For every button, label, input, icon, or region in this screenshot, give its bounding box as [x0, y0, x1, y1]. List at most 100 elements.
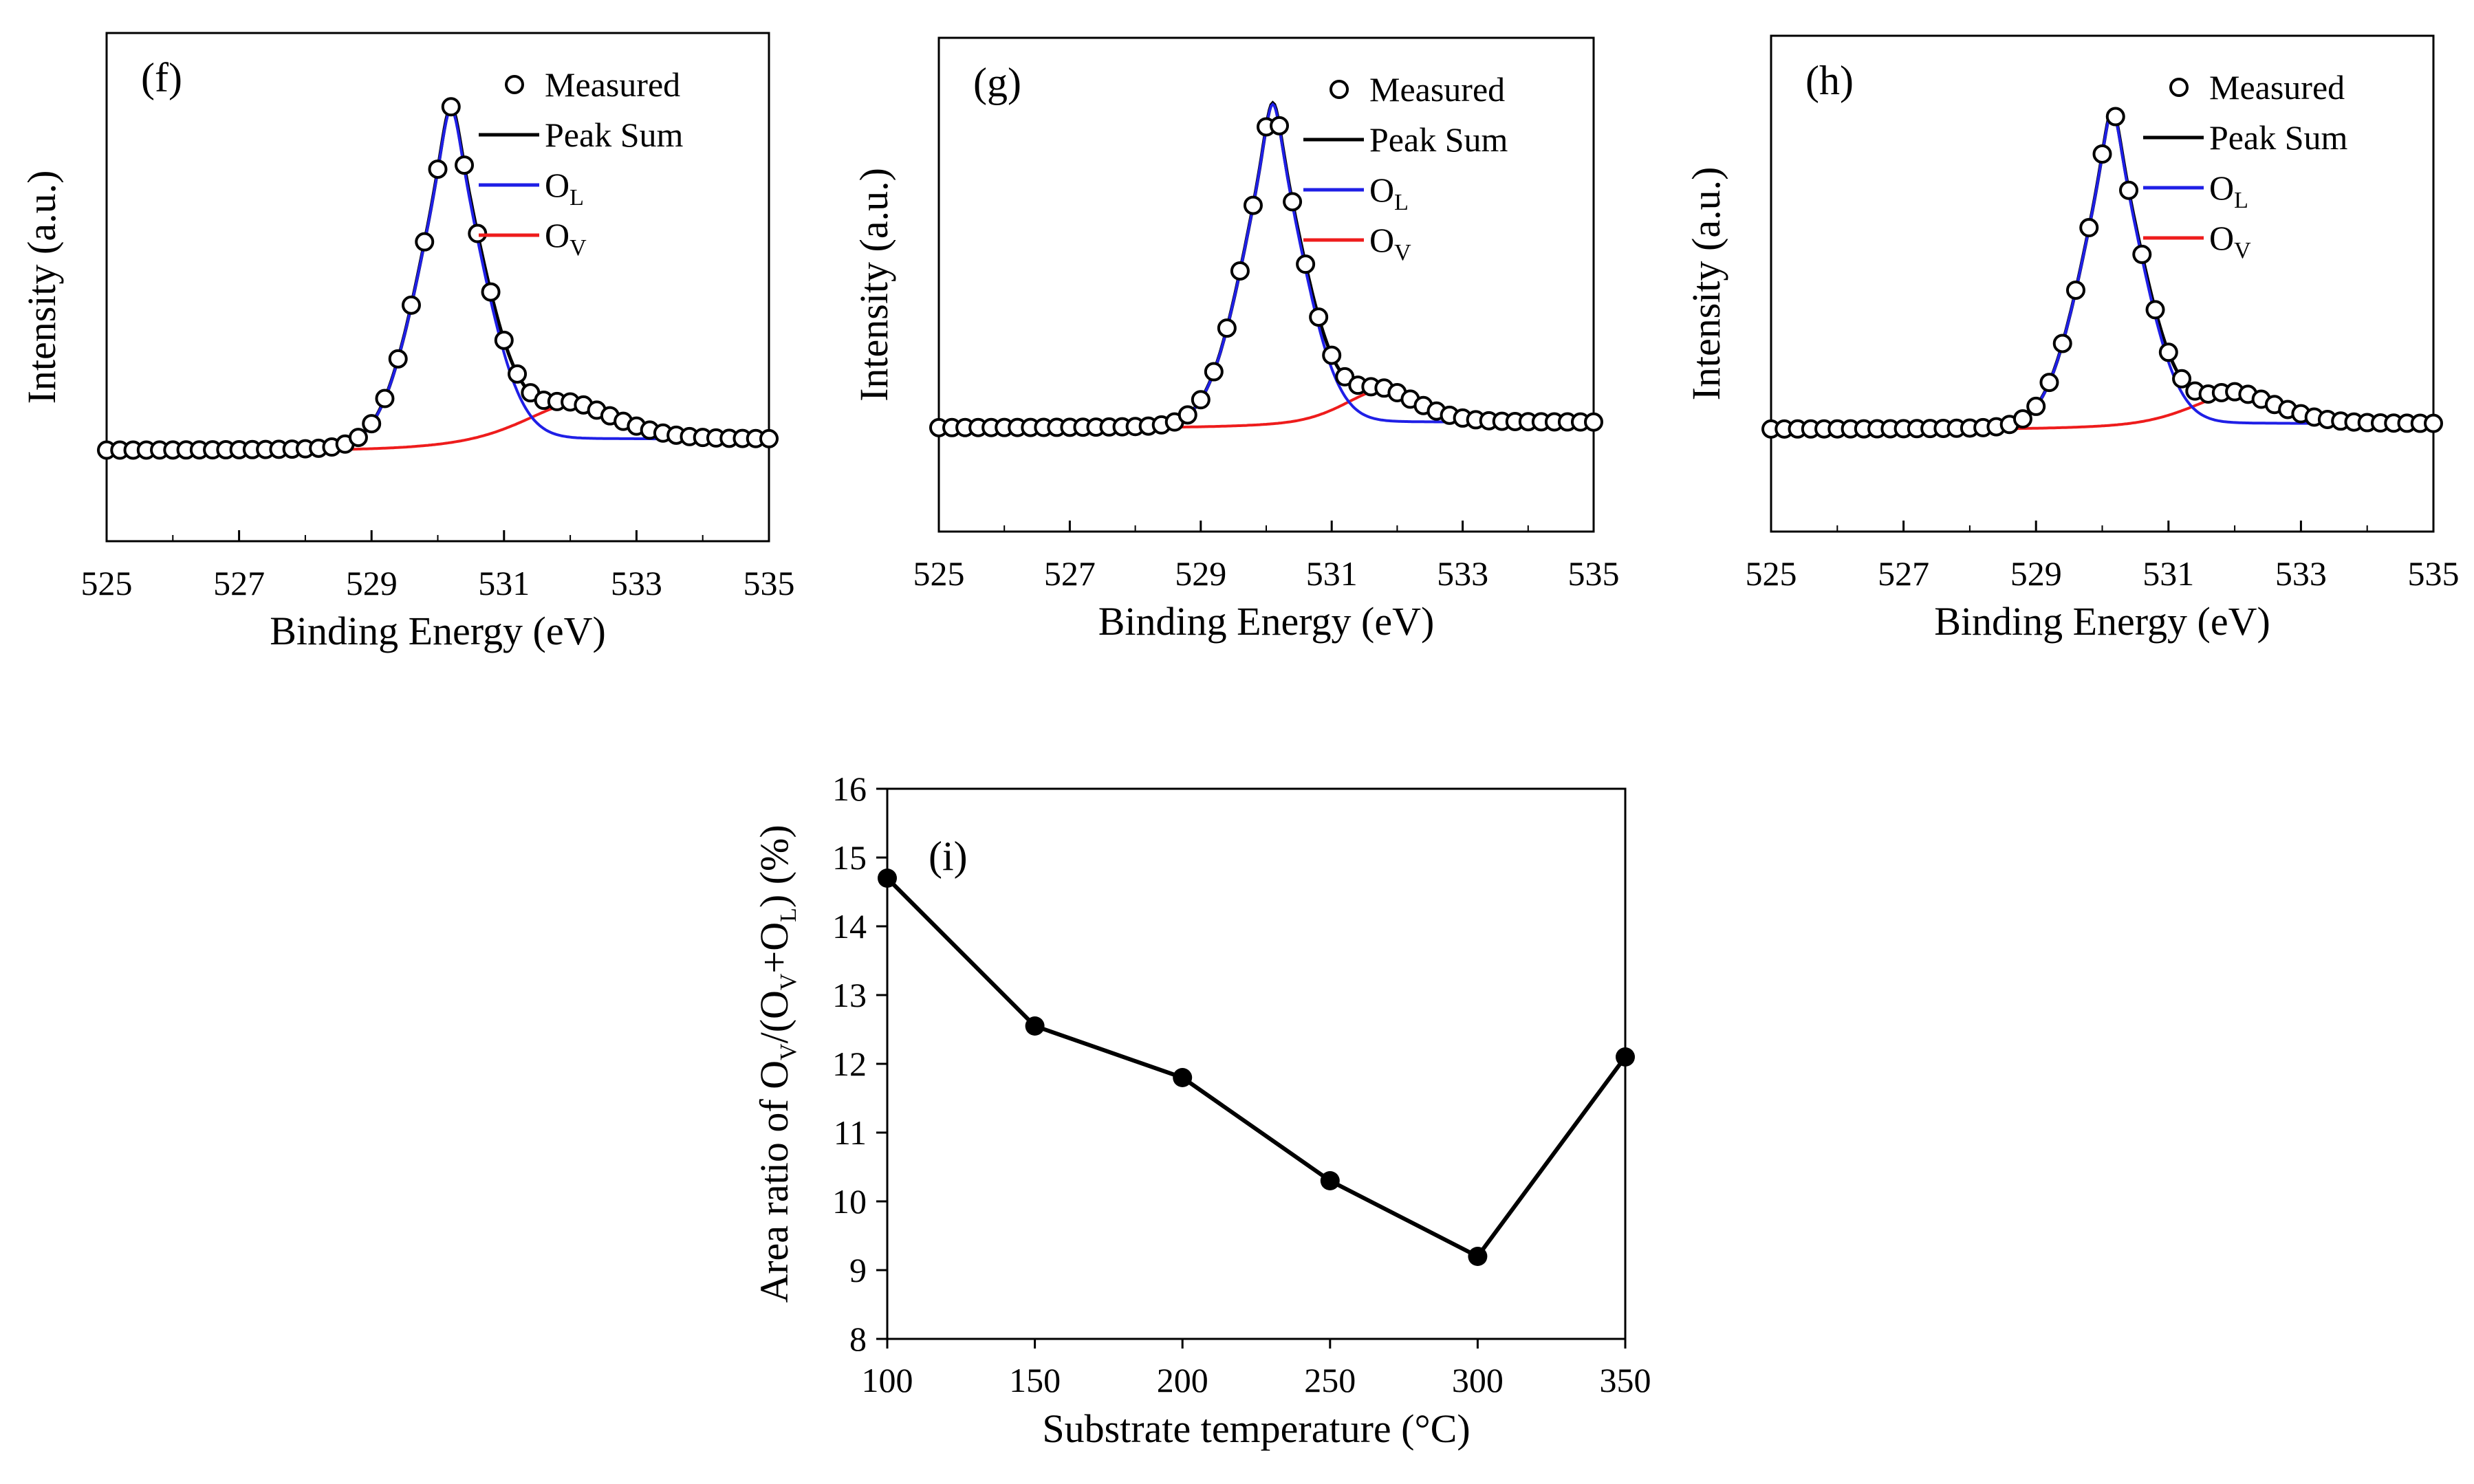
legend-item-ov: OV	[1303, 221, 1411, 265]
measured-point	[2119, 180, 2139, 200]
panel-label: (h)	[1805, 58, 1854, 103]
y-tick-label: 11	[834, 1113, 867, 1152]
legend-label: Peak Sum	[2209, 118, 2348, 157]
x-tick-label: 533	[1437, 554, 1488, 593]
data-point	[1025, 1016, 1045, 1036]
y-tick-label: 15	[832, 838, 867, 877]
measured-point	[759, 428, 779, 448]
plot-frame	[105, 32, 770, 543]
xps-panel-g: 525 527 529 531 533 535 Binding Energy (eV) Int…	[851, 36, 1620, 644]
measured-point	[1217, 318, 1237, 338]
measured-point	[2158, 342, 2178, 362]
measured-points	[929, 116, 1603, 437]
x-tick-label: 525	[1746, 554, 1797, 593]
measured-point	[1243, 195, 1263, 215]
measured-point	[1270, 116, 1290, 135]
y-tick-label: 13	[832, 976, 867, 1014]
panel-label: (g)	[973, 60, 1021, 105]
x-tick-label: 527	[1044, 554, 1096, 593]
x-tick-label: 527	[213, 564, 265, 602]
measured-point	[2065, 280, 2085, 300]
legend-label: OL	[545, 166, 584, 210]
x-tick-label: 527	[1878, 554, 1929, 593]
measured-point	[2105, 107, 2125, 127]
legend-item-peak_sum: Peak Sum	[1303, 120, 1508, 159]
y-axis-title: Intensity (a.u.)	[851, 168, 896, 402]
x-tick-label: 350	[1600, 1361, 1651, 1399]
measured-point	[2012, 409, 2032, 429]
x-tick-label: 250	[1304, 1361, 1356, 1399]
y-tick-label: 12	[832, 1045, 867, 1083]
x-tick-label: 529	[2010, 554, 2062, 593]
legend-label: Measured	[1369, 70, 1505, 109]
x-tick-label: 150	[1009, 1361, 1061, 1399]
measured-point	[388, 349, 408, 369]
plot-frame	[937, 36, 1595, 533]
measured-point	[1309, 307, 1329, 327]
xps-panel-f: 525 527 529 531 533 535 Binding Energy (eV) Int…	[19, 32, 795, 653]
legend-item-ol: OL	[479, 166, 584, 210]
measured-point	[494, 330, 514, 350]
legend-label: OV	[1369, 221, 1411, 265]
x-tick-label: 100	[862, 1361, 913, 1399]
measured-point	[2424, 413, 2443, 433]
data-point	[1320, 1171, 1340, 1190]
x-tick-label: 200	[1157, 1361, 1208, 1399]
measured-point	[1204, 362, 1224, 382]
x-tick-label: 531	[2142, 554, 2194, 593]
x-tick-label: 525	[81, 564, 133, 602]
y-axis-title: Intensity (a.u.)	[1684, 167, 1728, 401]
x-tick-label: 533	[2275, 554, 2327, 593]
legend-label: OV	[545, 216, 587, 261]
measured-point	[2145, 300, 2165, 320]
measured-point	[1584, 412, 1603, 432]
y-tick-label: 8	[849, 1320, 867, 1358]
measured-point	[2132, 244, 2152, 264]
data-point	[1173, 1068, 1193, 1087]
measured-point	[1335, 367, 1355, 386]
legend-item-measured: Measured	[2169, 68, 2345, 107]
legend-item-ov: OV	[479, 216, 587, 261]
legend-item-ol: OL	[2143, 168, 2248, 213]
y-axis-title: Area ratio of OV/(OV+OL) (%)	[752, 825, 801, 1302]
measured-point	[375, 389, 395, 408]
measured-point	[2026, 396, 2046, 416]
legend-item-measured: Measured	[1330, 70, 1505, 109]
x-tick-label: 529	[346, 564, 398, 602]
series-line	[885, 876, 1627, 1259]
legend-label: OV	[2209, 219, 2251, 263]
plot-frame	[886, 787, 1627, 1340]
measured-points	[1761, 107, 2443, 439]
legend-label: Measured	[545, 65, 680, 104]
x-tick-label: 533	[611, 564, 662, 602]
measured-point	[455, 155, 475, 175]
legend-label: OL	[2209, 168, 2248, 213]
legend-marker	[1330, 80, 1349, 99]
legend-item-measured: Measured	[505, 65, 680, 104]
measured-point	[1230, 261, 1250, 281]
data-point	[878, 869, 897, 888]
data-points	[878, 869, 1635, 1266]
measured-point	[2172, 369, 2192, 389]
measured-point	[2092, 144, 2112, 164]
measured-point	[428, 159, 448, 179]
x-tick-label: 525	[913, 554, 965, 593]
measured-point	[2052, 334, 2072, 353]
plot-frame	[1770, 34, 2435, 533]
x-tick-label: 531	[478, 564, 530, 602]
measured-point	[348, 428, 368, 448]
legend-label: Peak Sum	[1369, 120, 1508, 159]
measured-point	[441, 97, 461, 117]
measured-point	[1322, 345, 1342, 365]
measured-points	[97, 97, 779, 460]
panel-label: (i)	[929, 833, 968, 879]
x-tick-label: 535	[2408, 554, 2460, 593]
legend-marker	[505, 75, 524, 94]
x-tick-label: 535	[744, 564, 795, 602]
x-axis-title: Binding Energy (eV)	[1098, 599, 1435, 644]
line-panel-i: 100 150 200 250 300 350 8 9 10 11 12 13 14 15 16 Substr…	[752, 770, 1651, 1451]
panel-label: (f)	[141, 55, 182, 100]
measured-point	[401, 295, 421, 315]
data-point	[1468, 1247, 1488, 1266]
legend-item-ol: OL	[1303, 171, 1409, 215]
